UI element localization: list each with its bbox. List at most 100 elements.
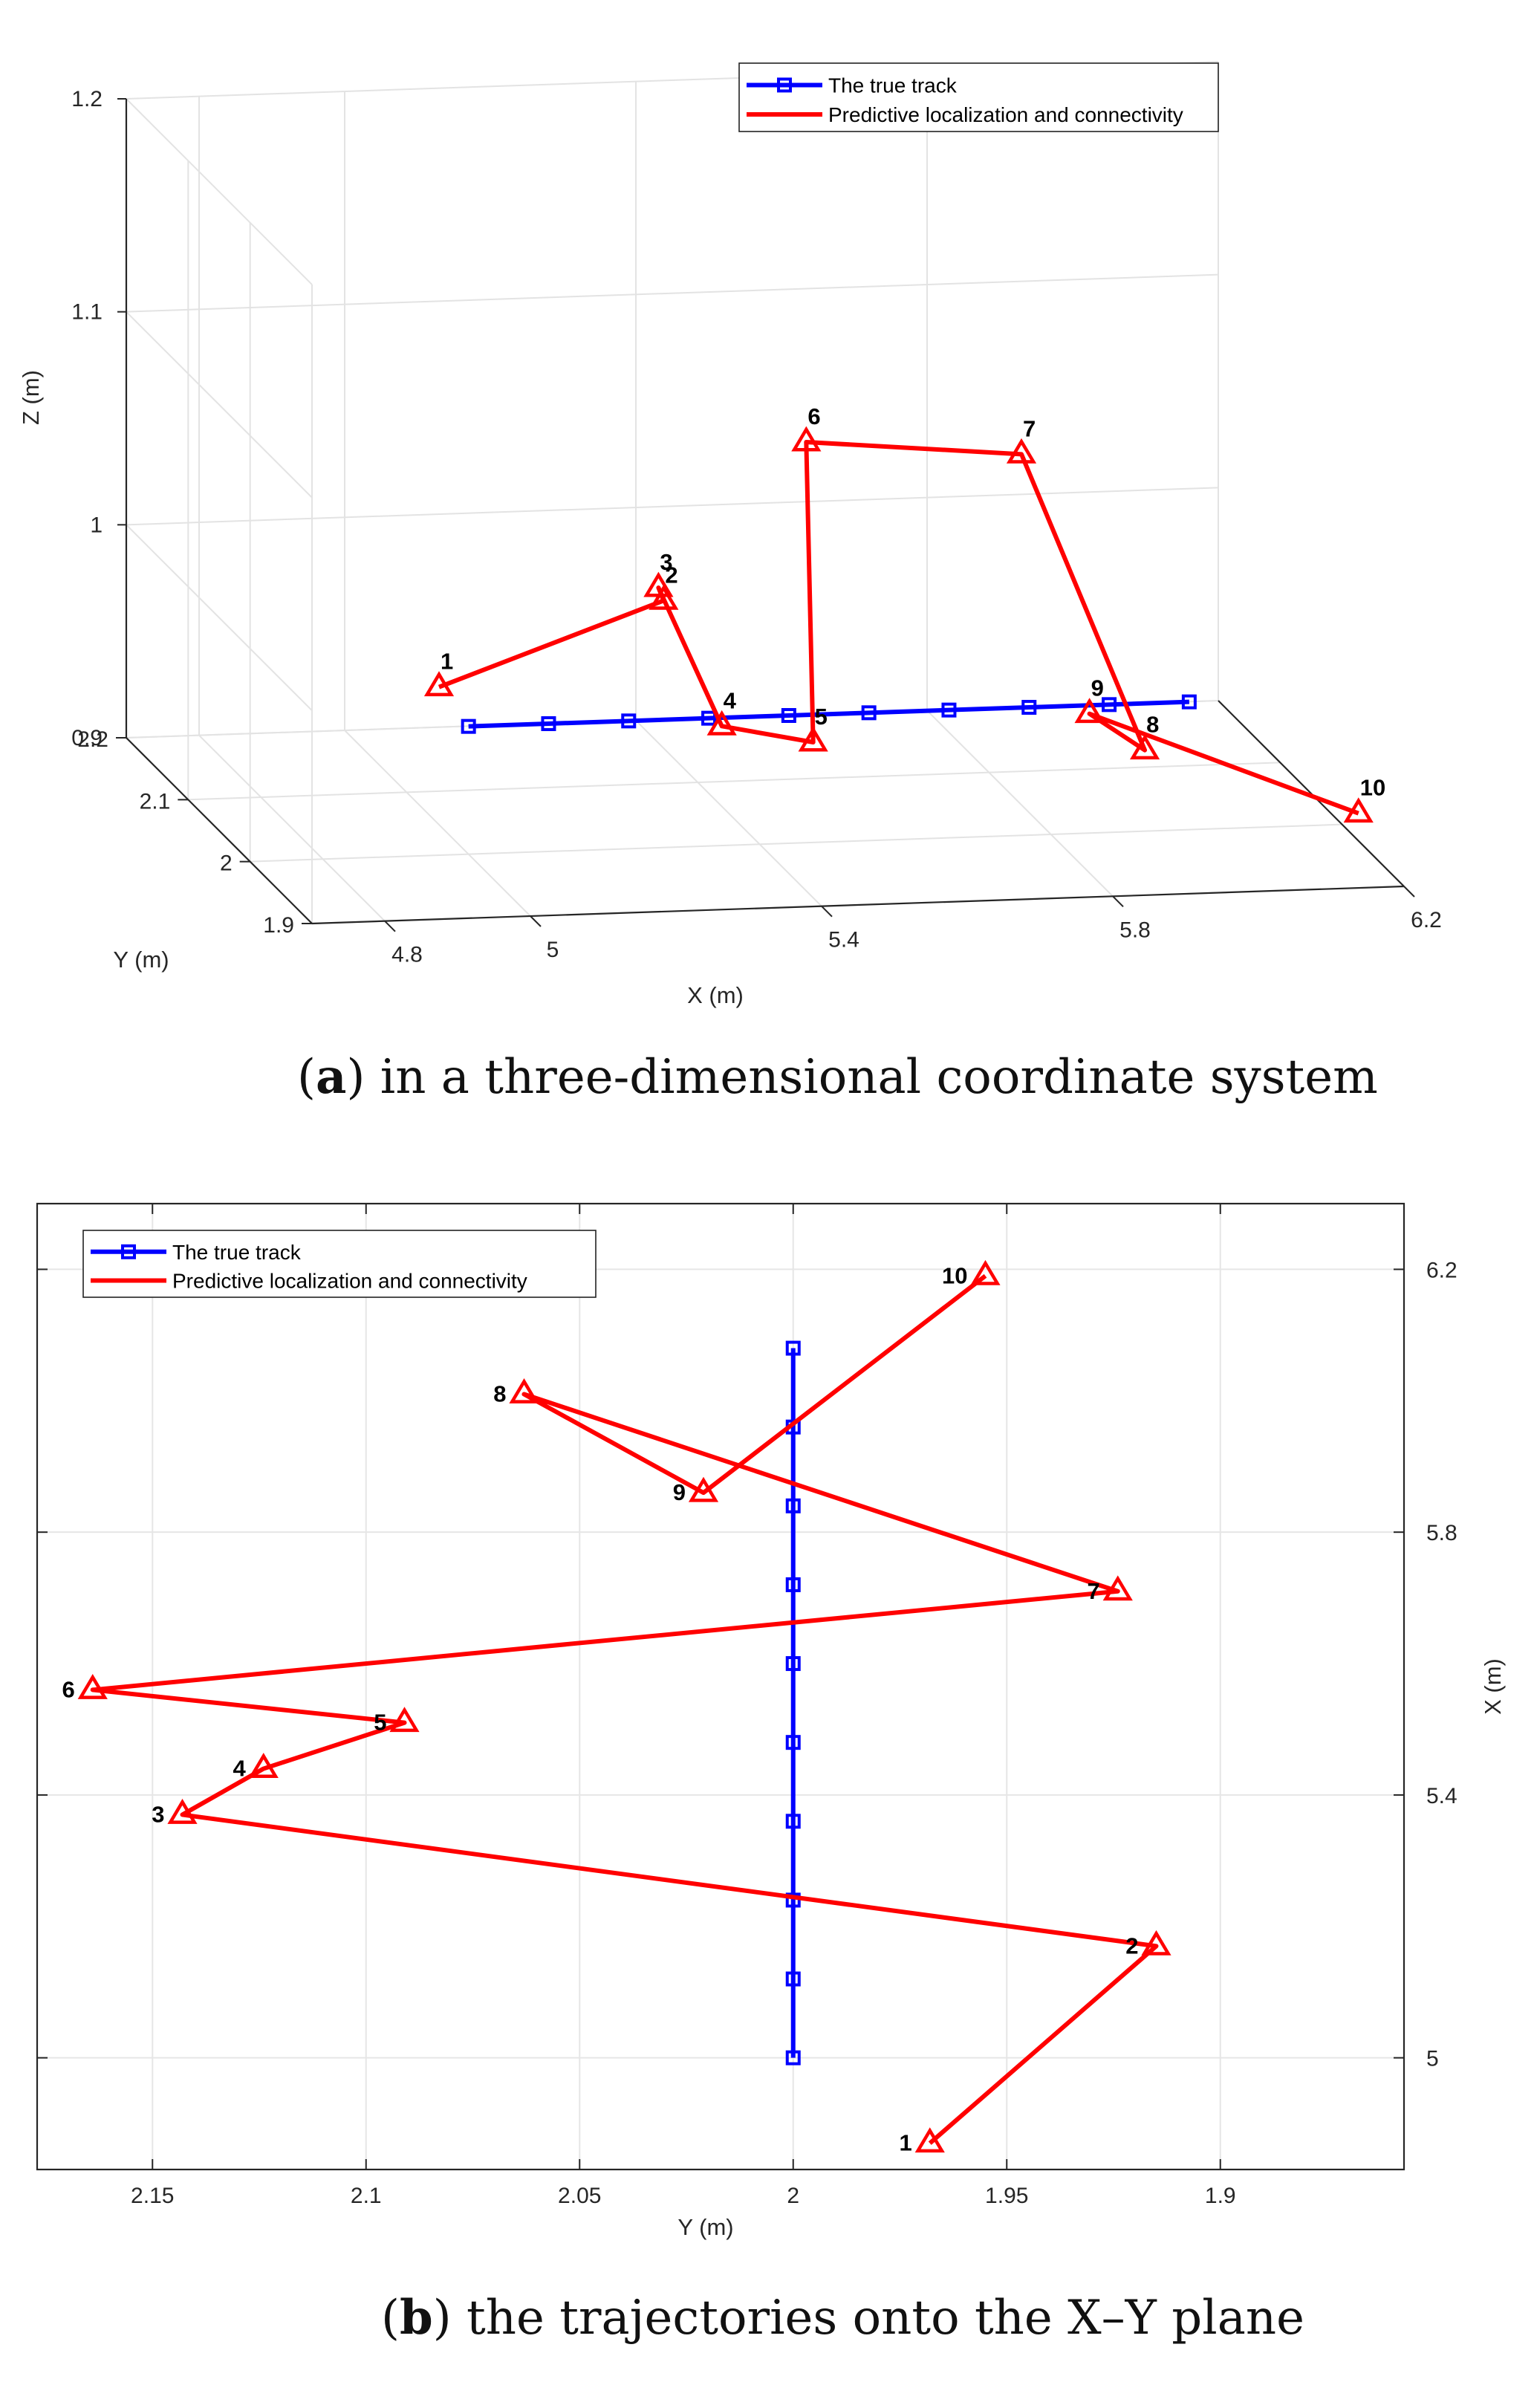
true-track-marker xyxy=(781,708,796,723)
point-label: 1 xyxy=(441,649,453,675)
caption-a: (a) in a three-dimensional coordinate sy… xyxy=(297,1049,1378,1105)
y-axis-line-left xyxy=(126,737,313,924)
point-label: 10 xyxy=(942,1262,967,1288)
x-tick-label: 1.95 xyxy=(985,2184,1028,2208)
x-tick-label: 1.9 xyxy=(1205,2184,1236,2208)
true-track-marker xyxy=(941,702,957,718)
x-axis-line xyxy=(311,885,1405,925)
point-label: 8 xyxy=(1146,712,1159,738)
true-track-marker xyxy=(1181,694,1197,710)
predictive-marker xyxy=(914,2127,945,2153)
true-track-line xyxy=(468,699,1189,729)
point-label: 3 xyxy=(660,549,672,575)
true-track-marker xyxy=(701,710,717,726)
y-axis-label: Y (m) xyxy=(113,947,169,973)
legend-label-true-track: The true track xyxy=(828,74,958,97)
floor-grid-x xyxy=(344,730,531,917)
predictive-marker xyxy=(248,1753,279,1778)
point-label: 10 xyxy=(1360,775,1385,801)
caption-a-letter: a xyxy=(315,1049,347,1105)
z-tick-label: 1 xyxy=(90,513,103,537)
point-label: 2 xyxy=(665,562,677,588)
floor-grid-x xyxy=(198,734,386,922)
x-tick-mark xyxy=(1112,895,1124,908)
legend-box xyxy=(82,1230,597,1298)
caption-b-letter: b xyxy=(399,2290,433,2346)
y-tick-label: 2.1 xyxy=(140,789,171,814)
predictive-line xyxy=(90,1273,1159,2145)
chart-3d: 4.8 5 5.4 5.8 6.2 1.9 2 2.1 2.20.9 1 1.1 1.2 X (m) Y … xyxy=(18,61,1442,1008)
predictive-marker xyxy=(1129,734,1160,760)
predictive-marker xyxy=(791,426,822,452)
back-wall-grid-z xyxy=(126,273,1219,313)
point-label: 6 xyxy=(807,403,820,429)
z-axis-label: Z (m) xyxy=(18,370,44,425)
predictive-marker xyxy=(970,1259,1001,1285)
point-label: 6 xyxy=(62,1676,75,1702)
true-track-marker xyxy=(785,1498,801,1513)
legend-box xyxy=(738,62,1219,132)
predictive-marker xyxy=(643,571,674,597)
x-tick-mark xyxy=(821,905,833,918)
predictive-marker xyxy=(1102,1575,1133,1601)
x-tick-label: 6.2 xyxy=(1411,908,1442,932)
y-tick-label: 5 xyxy=(1426,2047,1439,2071)
predictive-marker xyxy=(509,1378,539,1403)
caption-a-text: ) in a three-dimensional coordinate syst… xyxy=(346,1050,1378,1105)
point-label: 1 xyxy=(900,2130,912,2156)
caption-b-text: ) the trajectories onto the X–Y plane xyxy=(432,2291,1304,2346)
floor-grid-y xyxy=(188,762,1281,801)
true-track-marker xyxy=(785,1971,801,1987)
y-tick-label: 1.9 xyxy=(263,913,294,938)
grid-3d xyxy=(116,61,1415,932)
true-track-marker xyxy=(785,1735,801,1750)
point-label: 3 xyxy=(152,1801,164,1827)
y-tick-label: 2.2 xyxy=(77,727,108,752)
point-label: 9 xyxy=(1091,675,1104,701)
true-track-marker xyxy=(621,713,637,729)
x-tick-mark xyxy=(1403,886,1415,898)
floor-grid-x xyxy=(926,710,1114,898)
point-label: 7 xyxy=(1023,415,1036,441)
legend-3d: The true track Predictive localization an… xyxy=(738,62,1219,132)
caption-b: (b) the trajectories onto the X–Y plane xyxy=(381,2290,1304,2346)
predictive-line xyxy=(438,440,1359,816)
legend-marker-true-track xyxy=(121,1244,136,1259)
point-label: 4 xyxy=(233,1756,247,1782)
x-tick-label: 5.4 xyxy=(828,928,859,953)
legend-label-predictive: Predictive localization and connectivity xyxy=(172,1270,527,1293)
x-tick-mark xyxy=(530,915,542,927)
left-wall-grid-z xyxy=(126,98,313,285)
true-track-marker xyxy=(461,718,476,734)
floor-grid-x xyxy=(635,719,822,907)
legend-label-predictive: Predictive localization and connectivity xyxy=(828,103,1183,126)
legend-2d: The true track Predictive localization an… xyxy=(82,1230,597,1298)
y-tick-label: 6.2 xyxy=(1426,1258,1457,1282)
true-track-marker xyxy=(785,2050,801,2065)
floor-grid-y xyxy=(250,823,1342,863)
point-label: 2 xyxy=(1125,1932,1138,1958)
point-label: 9 xyxy=(673,1479,686,1505)
left-wall-grid-z xyxy=(126,311,313,499)
back-wall-grid-z xyxy=(126,487,1219,526)
x-tick-label: 5.8 xyxy=(1119,918,1151,942)
x-tick-label: 2.1 xyxy=(351,2184,382,2208)
left-wall-grid-z xyxy=(126,524,313,712)
true-track-marker xyxy=(861,705,877,721)
y-axis-label: X (m) xyxy=(1480,1658,1506,1715)
true-track-marker xyxy=(785,1814,801,1829)
panel-xy: 2.15 2.1 2.05 2 1.95 1.9 5 5.4 5.8 6.2 Y (m) X (m) 1… xyxy=(0,1159,1534,2408)
chart-xy: 2.15 2.1 2.05 2 1.95 1.955.45.86.2Y (m)X (m)1… xyxy=(36,1202,1506,2240)
z-tick-label: 1.1 xyxy=(71,300,103,325)
predictive-marker xyxy=(1343,797,1374,823)
predictive-marker xyxy=(706,710,737,736)
x-tick-label: 2.05 xyxy=(558,2184,601,2208)
x-axis-label: Y (m) xyxy=(677,2214,733,2240)
predictive-marker xyxy=(798,726,828,752)
z-tick-label: 1.2 xyxy=(71,87,103,111)
predictive-marker xyxy=(1074,698,1105,724)
point-label: 5 xyxy=(374,1710,386,1736)
point-label: 7 xyxy=(1088,1578,1100,1604)
point-label: 8 xyxy=(493,1380,506,1406)
legend-marker-true-track xyxy=(777,77,792,93)
